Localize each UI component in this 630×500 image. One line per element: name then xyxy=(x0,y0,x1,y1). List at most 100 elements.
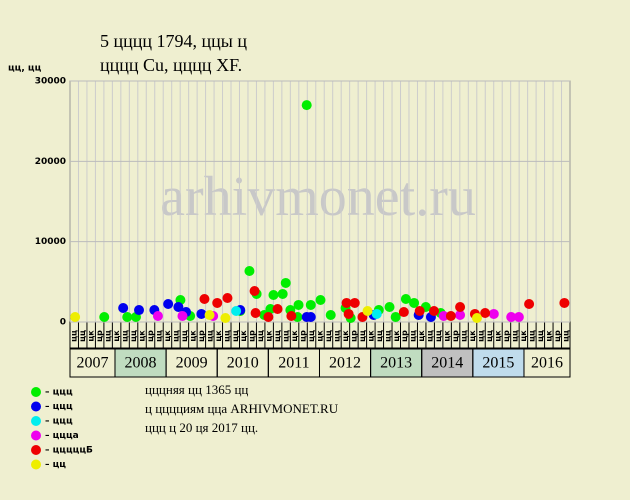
point xyxy=(212,297,223,308)
period-label: цк xyxy=(392,330,401,342)
point xyxy=(122,312,133,323)
period-label: цц xyxy=(434,330,443,342)
point xyxy=(272,303,283,314)
point xyxy=(438,310,449,321)
period-label: цц xyxy=(222,330,231,342)
period-label: цк xyxy=(468,330,477,342)
point xyxy=(349,297,360,308)
period-label: цк xyxy=(87,330,96,342)
y-axis-label: цц, цц xyxy=(8,64,42,74)
legend-label: – цццццБ xyxy=(45,446,93,456)
year-band xyxy=(370,348,423,378)
period-label: цк xyxy=(366,330,375,342)
legend-label: – ццц xyxy=(45,417,73,427)
legend-marker xyxy=(31,387,41,397)
point xyxy=(471,312,482,323)
period-label: цк xyxy=(443,330,452,342)
year-label: 2011 xyxy=(278,355,309,372)
year-band xyxy=(472,348,525,378)
period-label: цц xyxy=(180,330,189,342)
period-label: цк xyxy=(290,330,299,342)
y-tick-label: 10000 xyxy=(35,237,66,247)
period-label: цц xyxy=(171,330,180,342)
point xyxy=(409,297,420,308)
point xyxy=(325,310,336,321)
y-tick-label: 30000 xyxy=(35,77,66,87)
period-label: цц xyxy=(477,330,486,342)
year-band xyxy=(421,348,474,378)
legend-marker xyxy=(31,459,41,470)
point xyxy=(341,297,352,308)
period-label: цк xyxy=(544,330,553,342)
period-label: цц xyxy=(409,330,418,342)
point xyxy=(286,310,297,321)
period-label: цк xyxy=(239,330,248,342)
legend-label: – цццa xyxy=(45,431,79,441)
point xyxy=(400,294,411,305)
period-label: цр xyxy=(349,330,358,342)
period-label: цц xyxy=(282,330,291,342)
period-label: цр xyxy=(146,330,155,342)
period-label: цк xyxy=(112,330,121,342)
point xyxy=(414,305,425,316)
point xyxy=(220,312,231,323)
y-tick-label: 20000 xyxy=(35,157,66,167)
period-label: цр xyxy=(197,330,206,342)
point xyxy=(263,312,274,323)
point xyxy=(231,305,242,316)
year-label: 2010 xyxy=(227,355,259,372)
period-label: цц xyxy=(154,330,163,342)
period-label: цк xyxy=(417,330,426,342)
period-label: цр xyxy=(95,330,104,342)
point xyxy=(249,285,260,296)
point xyxy=(488,308,499,319)
year-label: 2016 xyxy=(531,355,563,372)
point xyxy=(445,310,456,321)
point xyxy=(134,305,145,316)
point xyxy=(371,308,382,319)
period-label: цц xyxy=(358,330,367,342)
watermark: arhivmonet.ru xyxy=(160,166,476,228)
plot-area xyxy=(69,80,571,323)
period-label: цк xyxy=(138,330,147,342)
point xyxy=(152,310,163,321)
period-label: цр xyxy=(451,330,460,342)
period-label: цц xyxy=(256,330,265,342)
point xyxy=(390,312,401,323)
period-label: цк xyxy=(519,330,528,342)
point xyxy=(455,310,466,321)
period-label: цк xyxy=(265,330,274,342)
note: ц цццциям цца ARHIVMONET.RU xyxy=(145,401,339,416)
period-label: цц xyxy=(273,330,282,342)
point xyxy=(199,294,210,305)
legend-marker xyxy=(31,445,41,455)
period-label: цр xyxy=(400,330,409,342)
point xyxy=(280,277,291,288)
point xyxy=(315,294,326,305)
point xyxy=(173,301,184,312)
period-label: цк xyxy=(188,330,197,342)
point xyxy=(277,288,288,299)
point xyxy=(204,310,215,321)
point xyxy=(343,308,354,319)
year-label: 2007 xyxy=(76,355,108,372)
point xyxy=(268,290,279,301)
legend-marker xyxy=(31,401,41,412)
point xyxy=(506,312,517,323)
legend-label: – цц xyxy=(45,460,66,470)
point xyxy=(244,265,255,276)
period-label: цк xyxy=(341,330,350,342)
period-label: цц xyxy=(426,330,435,342)
point xyxy=(222,292,233,303)
period-label: цц xyxy=(460,330,469,342)
point xyxy=(362,305,373,316)
year-label: 2012 xyxy=(329,355,361,372)
period-label: цц xyxy=(205,330,214,342)
period-label: цц xyxy=(104,330,113,342)
point xyxy=(524,299,535,310)
period-label: цц xyxy=(307,330,316,342)
point xyxy=(513,312,524,323)
year-label: 2008 xyxy=(125,355,157,372)
year-label: 2014 xyxy=(431,355,463,372)
